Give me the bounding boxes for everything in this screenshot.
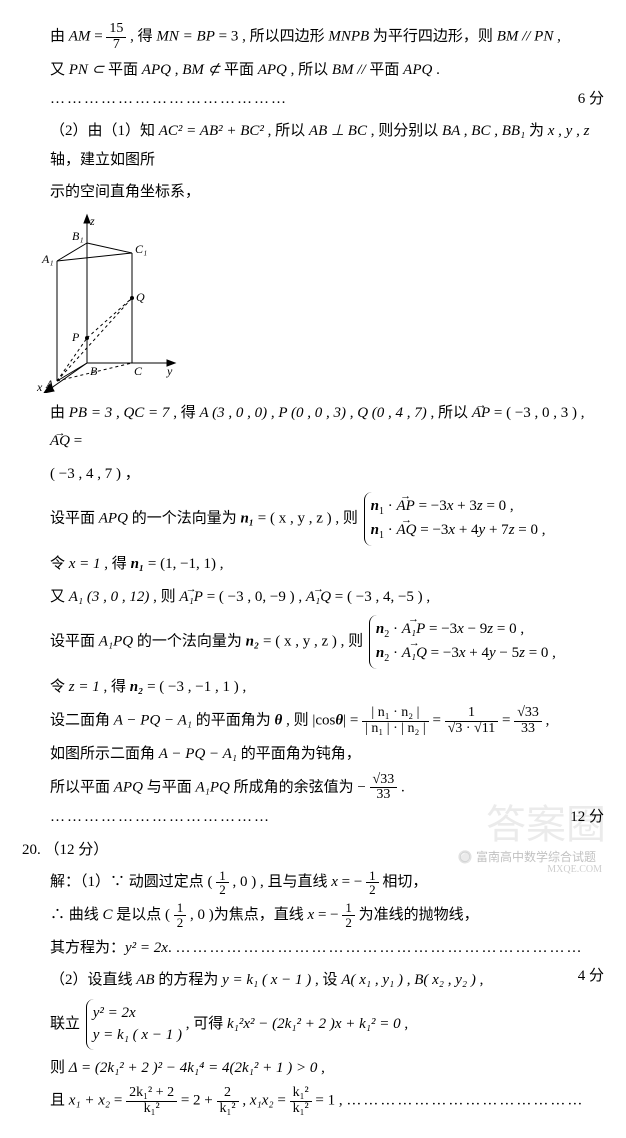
q20-2: ∴ 曲线 C 是以点 ( 12 , 0 )为焦点，直线 x = − 12 为准线… [22,901,604,930]
q20-1: 解：（1）∵ 动圆过定点 ( 12 , 0 ) , 且与直线 x = − 12 … [22,868,604,897]
q20-eqn: 其方程为：y² = 2x. ……………………………………………………………… 4… [22,934,604,963]
line-n1: 设平面 APQ 的一个法向量为 n₁ = ( x , y , z ) , 则 n… [22,492,604,546]
q20-system: 联立 y² = 2x y = k₁ ( x − 1 ) , 可得 k₁²x² −… [22,999,604,1050]
line-pn: 又 PN ⊂ 平面 APQ , BM ⊄ 平面 APQ , 所以 BM // 平… [22,56,604,113]
line-obtuse: 如图所示二面角 A − PQ − A₁ 的平面角为钝角， [22,740,604,769]
svg-text:z: z [89,214,95,228]
svg-text:x: x [36,380,43,393]
svg-text:A: A [45,377,54,391]
q20-vieta: 且 x₁ + x₂ = 2k₁² + 2k₁² = 2 + 2k₁² , x₁x… [22,1086,604,1116]
svg-text:P: P [71,330,80,344]
line-part2: （2）由（1）知 AC² = AB² + BC² , 所以 AB ⊥ BC , … [22,117,604,174]
svg-text:B: B [90,364,98,378]
line-am: 由 AM = 157 , 得 MN = BP = 3 , 所以四边形 MNPB … [22,22,604,52]
prism-diagram: z x y B A C B₁ A₁ C₁ P Q [32,213,182,393]
line-n2-solve: 令 z = 1 , 得 n₂ = ( −3 , −1 , 1 ) , [22,673,604,702]
svg-text:A₁: A₁ [41,252,54,266]
line-cos-final: 所以平面 APQ 与平面 A₁PQ 所成角的余弦值为 − √3333 . ………… [22,773,604,832]
line-coords: 由 PB = 3 , QC = 7 , 得 A (3 , 0 , 0) , P … [22,399,604,456]
svg-text:B₁: B₁ [72,229,84,243]
line-cos: 设二面角 A − PQ − A₁ 的平面角为 θ , 则 |cosθ| = | … [22,706,604,736]
line-n2: 设平面 A₁PQ 的一个法向量为 n₂ = ( x , y , z ) , 则 … [22,615,604,669]
q20-part2: （2）设直线 AB 的方程为 y = k₁ ( x − 1 ) , 设 A( x… [22,966,604,995]
line-aq-val: ( −3 , 4 , 7 ) ， [22,460,604,489]
svg-text:C₁: C₁ [135,242,147,256]
line-a1: 又 A₁ (3 , 0 , 12) , 则 A₁P = ( −3 , 0, −9… [22,583,604,612]
line-n1-solve: 令 x = 1 , 得 n₁ = (1, −1, 1) , [22,550,604,579]
svg-text:Q: Q [136,290,145,304]
q20-delta: 则 Δ = (2k₁² + 2 )² − 4k₁⁴ = 4(2k₁² + 1 )… [22,1054,604,1083]
score-12: 12 分 [570,803,604,832]
score-6: 6 分 [578,85,604,114]
site-mark: MXQE.COM [547,860,602,879]
line-coords-label: 示的空间直角坐标系， [22,178,604,207]
svg-text:C: C [134,364,143,378]
svg-text:y: y [166,364,173,378]
